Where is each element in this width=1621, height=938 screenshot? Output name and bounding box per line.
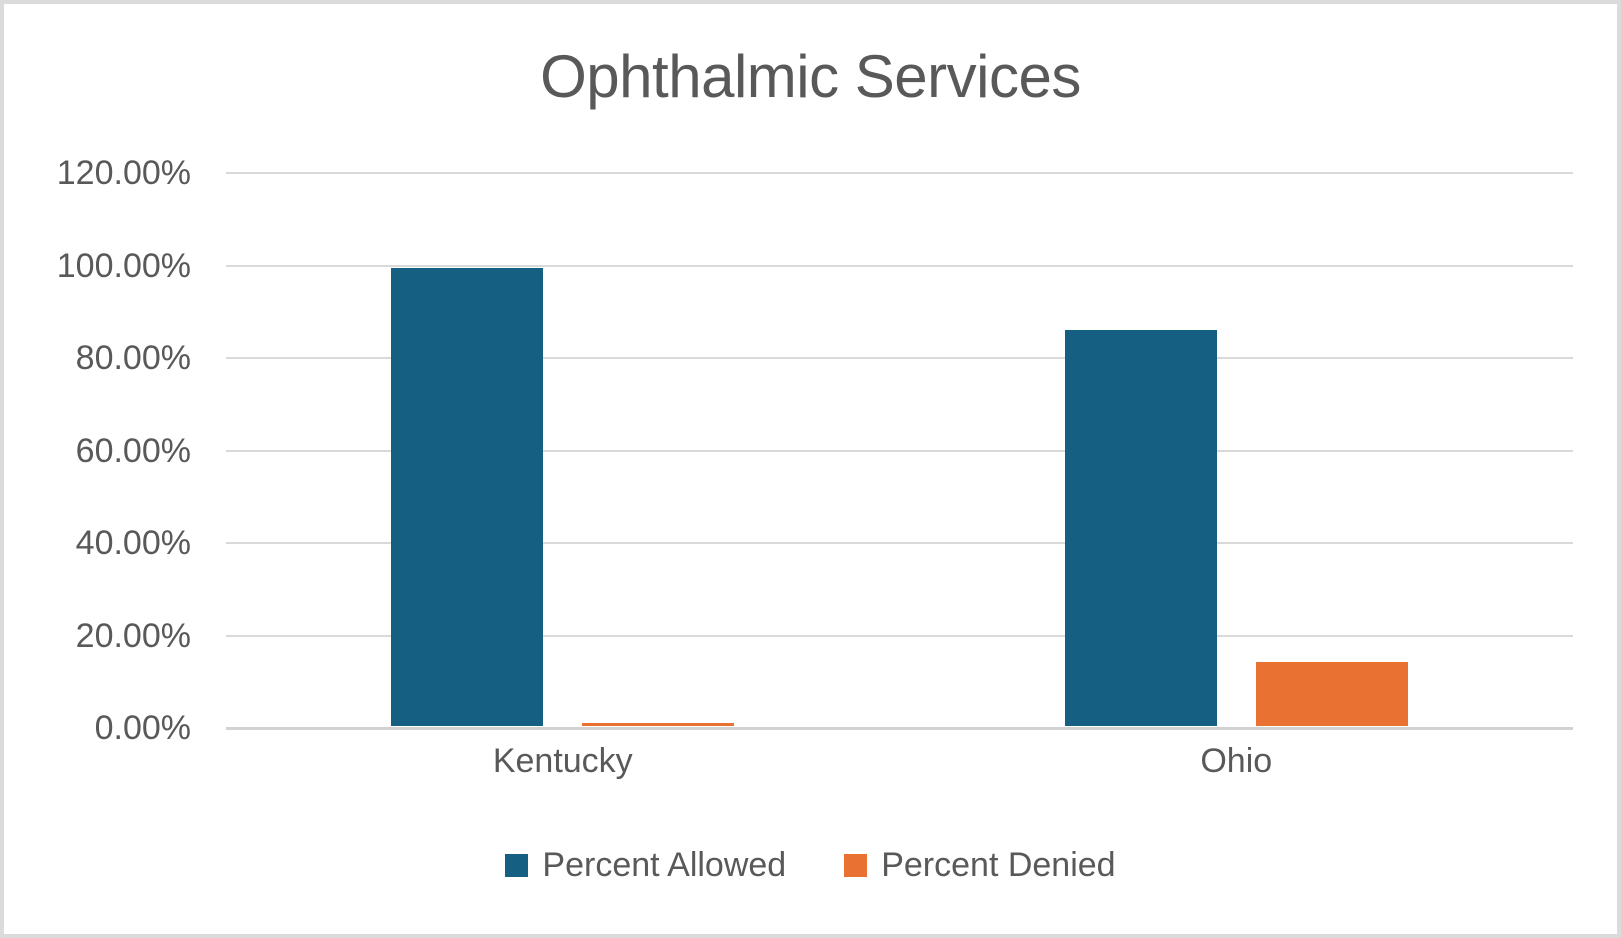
y-axis-tick-label: 80.00% [75, 339, 191, 377]
plot-area [226, 172, 1573, 730]
bar-percent-allowed-kentucky [391, 268, 544, 726]
x-axis-line [226, 727, 1573, 730]
bar-percent-denied-ohio [1255, 662, 1408, 726]
y-axis-tick-label: 100.00% [56, 246, 191, 285]
legend-swatch-allowed-icon [505, 854, 529, 877]
y-axis-tick-label: 0.00% [94, 709, 191, 747]
x-axis-category-label-ohio: Ohio [1200, 742, 1273, 780]
gridline [226, 172, 1573, 174]
legend-label-percent-allowed: Percent Allowed [542, 846, 787, 884]
legend-item-percent-allowed: Percent Allowed [505, 846, 786, 885]
legend-item-percent-denied: Percent Denied [844, 846, 1116, 885]
gridline [226, 634, 1573, 637]
gridline [226, 264, 1573, 267]
y-axis-tick-label: 60.00% [75, 431, 191, 470]
gridline [226, 357, 1573, 359]
y-axis-tick-label: 40.00% [75, 524, 191, 562]
x-axis-category-label-kentucky: Kentucky [492, 742, 633, 780]
chart-title: Ophthalmic Services [540, 43, 1081, 110]
gridline [226, 449, 1573, 452]
y-axis-tick-label: 120.00% [56, 154, 191, 192]
legend-label-percent-denied: Percent Denied [881, 846, 1116, 884]
bar-percent-denied-kentucky [582, 723, 735, 726]
y-axis-tick-label: 20.00% [75, 616, 191, 655]
gridline [226, 542, 1573, 544]
bar-percent-allowed-ohio [1064, 330, 1217, 726]
legend-swatch-denied-icon [844, 854, 868, 877]
legend: Percent Allowed Percent Denied [4, 846, 1617, 885]
